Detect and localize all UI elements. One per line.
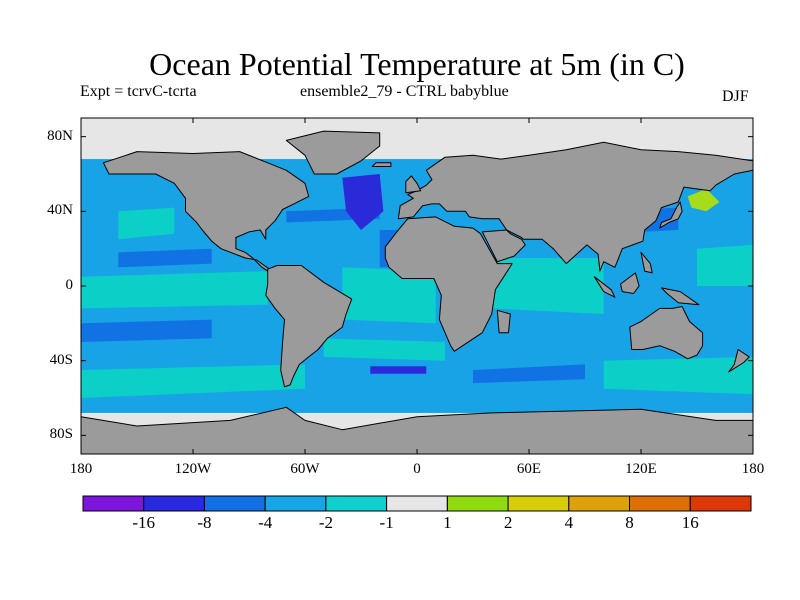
strong-negative-region bbox=[342, 174, 384, 230]
land-mass bbox=[405, 175, 422, 194]
land-mass bbox=[102, 151, 310, 272]
colorbar-label: -8 bbox=[197, 513, 212, 532]
colorbar-swatch bbox=[507, 495, 570, 512]
colorbar-swatch bbox=[689, 495, 752, 512]
colorbar-swatch bbox=[82, 495, 145, 512]
land-mass bbox=[481, 229, 526, 263]
land-mass bbox=[371, 162, 392, 167]
land-mass bbox=[81, 406, 753, 454]
colorbar-label: -1 bbox=[379, 513, 394, 532]
colorbar-label: 4 bbox=[564, 513, 574, 532]
colorbar-swatch bbox=[568, 495, 630, 512]
colorbar-swatch bbox=[264, 495, 327, 512]
strong-negative-region bbox=[370, 366, 427, 374]
x-tick-label: 180 bbox=[741, 461, 765, 477]
light-anomaly-region bbox=[323, 338, 445, 361]
land-mass bbox=[384, 216, 513, 352]
colorbar-label: 8 bbox=[625, 513, 634, 532]
land-mass bbox=[629, 306, 704, 360]
colorbar-swatch bbox=[143, 495, 205, 512]
colorbar-label: 16 bbox=[681, 513, 699, 532]
light-anomaly-region bbox=[342, 267, 436, 324]
land-mass bbox=[659, 201, 683, 229]
mid-negative-region bbox=[81, 319, 212, 342]
x-tick-label: 120W bbox=[174, 461, 212, 477]
colorbar-swatch bbox=[386, 495, 448, 512]
x-tick-label: 60W bbox=[290, 461, 320, 477]
season-label: DJF bbox=[722, 88, 749, 105]
land-mass bbox=[285, 130, 381, 175]
y-tick-label: 80N bbox=[47, 127, 73, 144]
light-anomaly-region bbox=[81, 364, 305, 398]
y-tick-label: 80S bbox=[49, 426, 73, 443]
x-tick-label: 120E bbox=[625, 461, 657, 477]
land-mass bbox=[661, 287, 700, 306]
map-layers bbox=[81, 118, 753, 454]
experiment-label: Expt = tcrvC-tcrta bbox=[80, 83, 197, 100]
y-tick-label: 40N bbox=[47, 202, 73, 219]
colorbar-label: -2 bbox=[318, 513, 333, 532]
plot-title: Ocean Potential Temperature at 5m (in C) bbox=[149, 46, 685, 82]
light-anomaly-region bbox=[491, 258, 604, 314]
light-anomaly-region bbox=[603, 356, 753, 395]
x-tick-label: 60E bbox=[516, 461, 542, 477]
colorbar-label: -4 bbox=[258, 513, 273, 532]
land-mass bbox=[593, 276, 616, 298]
x-tick-label: 0 bbox=[413, 461, 421, 477]
x-tick-label: 180 bbox=[69, 461, 93, 477]
y-tick-label: 40S bbox=[49, 351, 73, 368]
positive-region bbox=[687, 188, 720, 212]
light-anomaly-region bbox=[697, 244, 753, 286]
land-mass bbox=[397, 141, 753, 272]
colorbar-label: -16 bbox=[132, 513, 156, 532]
colorbar-label: 1 bbox=[443, 513, 452, 532]
land-mass bbox=[728, 349, 750, 373]
colorbar-swatch bbox=[446, 495, 509, 512]
ensemble-label: ensemble2_79 - CTRL babyblue bbox=[300, 83, 509, 100]
land-mass bbox=[265, 265, 353, 388]
colorbar-swatch bbox=[325, 495, 388, 512]
light-anomaly-region bbox=[81, 271, 268, 309]
land-mass bbox=[496, 309, 511, 334]
colorbar-swatch bbox=[204, 495, 266, 512]
colorbar-label: 2 bbox=[503, 513, 513, 532]
mid-negative-region bbox=[118, 248, 212, 268]
land-mass bbox=[620, 272, 640, 294]
land-mass bbox=[640, 251, 653, 274]
y-tick-label: 0 bbox=[65, 277, 74, 293]
colorbar-swatch bbox=[629, 495, 691, 512]
light-anomaly-region bbox=[118, 207, 175, 240]
mid-negative-region bbox=[473, 364, 585, 384]
